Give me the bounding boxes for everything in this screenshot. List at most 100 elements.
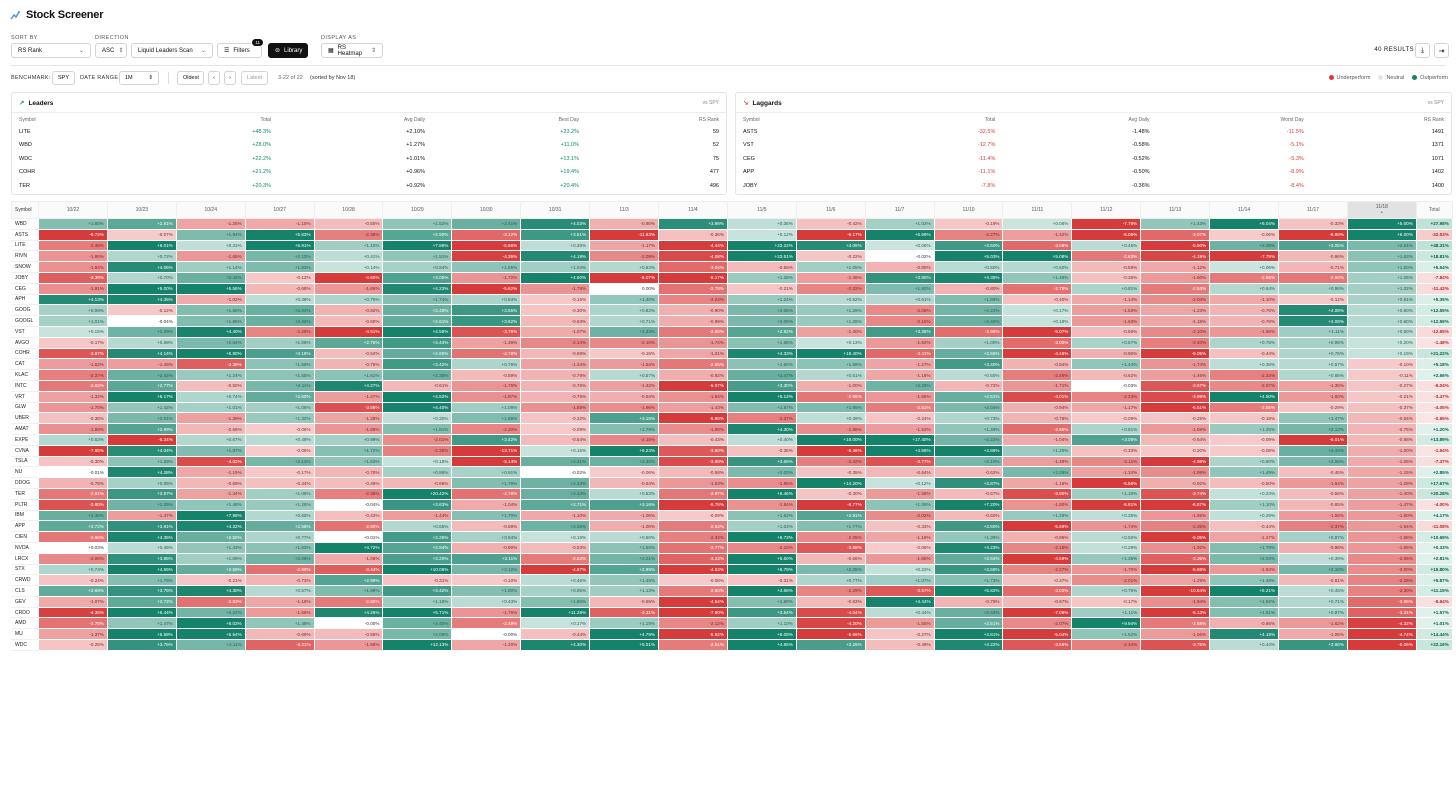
heatmap-cell[interactable]: -2.62% <box>38 379 108 392</box>
heatmap-cell[interactable]: -0.31% <box>382 574 453 587</box>
heatmap-cell[interactable]: +1.47% <box>1278 412 1348 425</box>
heatmap-cell[interactable]: -0.27% <box>1346 379 1417 392</box>
heatmap-cell[interactable]: +5.82% <box>933 585 1004 597</box>
heatmap-cell[interactable]: +4.23% <box>382 282 453 295</box>
heatmap-cell[interactable]: +1.10% <box>1209 498 1280 511</box>
heatmap-cell[interactable]: -0.56% <box>726 261 797 273</box>
heatmap-cell[interactable]: -0.20% <box>1140 444 1211 457</box>
heatmap-cell[interactable]: +1.10% <box>1071 487 1142 500</box>
heatmap-cell[interactable]: -3.57% <box>864 585 935 597</box>
heatmap-cell[interactable]: -0.30% <box>520 304 591 317</box>
heatmap-cell[interactable]: +3.06% <box>1071 433 1142 446</box>
table-row[interactable]: TSLA -0.30% +1.59% -4.02% +2.13% +1.53% +0.16%… <box>11 455 1453 468</box>
heatmap-cell[interactable]: +2.40% <box>933 315 1004 327</box>
heatmap-cell[interactable]: -2.22% <box>795 282 866 295</box>
heatmap-cell[interactable]: -1.04% <box>1002 433 1073 446</box>
heatmap-cell[interactable]: -2.20% <box>451 423 522 435</box>
table-row[interactable]: MU -1.37% +5.58% +5.54% -0.69% -0.56% +2.08% -0… <box>11 628 1453 641</box>
heatmap-cell[interactable]: -0.21% <box>175 574 246 587</box>
heatmap-cell[interactable]: -4.46% <box>1002 347 1073 360</box>
heatmap-cell[interactable]: -2.34% <box>1209 369 1280 381</box>
heatmap-cell[interactable]: +1.06% <box>244 401 315 414</box>
heatmap-cell[interactable]: +1.13% <box>589 585 660 597</box>
heatmap-cell[interactable]: +6.69% <box>864 228 935 241</box>
heatmap-cell[interactable]: +2.51% <box>933 617 1004 630</box>
heatmap-cell[interactable]: +1.02% <box>864 218 935 230</box>
heatmap-cell[interactable]: +2.05% <box>795 563 866 576</box>
symbol-cell[interactable]: JOBY <box>11 271 39 284</box>
heatmap-cell[interactable]: -0.44% <box>244 477 315 489</box>
heatmap-cell[interactable]: +0.91% <box>1346 293 1417 306</box>
table-row[interactable]: WDC -0.25% +3.75% +2.11% -3.21% -1.65% +12.13%… <box>11 639 1453 651</box>
heatmap-cell[interactable]: -3.75% <box>1140 639 1211 651</box>
heatmap-cell[interactable]: +1.78% <box>106 574 177 587</box>
heatmap-cell[interactable]: -1.02% <box>175 293 246 306</box>
heatmap-cell[interactable]: -1.59% <box>1140 423 1211 435</box>
heatmap-cell[interactable]: -1.80% <box>1002 498 1073 511</box>
heatmap-cell[interactable]: -2.60% <box>658 585 728 597</box>
symbol-cell[interactable]: DDOG <box>11 477 39 489</box>
heatmap-cell[interactable]: +0.81% <box>1071 423 1142 435</box>
heatmap-cell[interactable]: +2.42% <box>175 271 246 284</box>
heatmap-cell[interactable]: +18.00% <box>795 433 866 446</box>
heatmap-cell[interactable]: +0.12% <box>864 477 935 489</box>
heatmap-cell[interactable]: +1.89% <box>313 585 384 597</box>
heatmap-cell[interactable]: +1.20% <box>1002 444 1073 457</box>
heatmap-cell[interactable]: -0.30% <box>38 455 108 468</box>
heatmap-cell[interactable]: -1.88% <box>520 401 591 414</box>
heatmap-cell[interactable]: +1.01% <box>175 401 246 414</box>
heatmap-cell[interactable]: +0.17% <box>520 617 591 630</box>
heatmap-cell[interactable]: -3.08% <box>1002 239 1073 252</box>
oldest-button[interactable]: Oldest <box>177 71 204 85</box>
heatmap-cell[interactable]: -1.12% <box>1140 261 1211 273</box>
next-button[interactable]: › <box>224 71 236 85</box>
heatmap-cell[interactable]: +0.03% <box>38 541 108 554</box>
heatmap-cell[interactable]: +2.33% <box>520 477 591 489</box>
heatmap-cell[interactable]: -0.61% <box>1278 574 1348 587</box>
heatmap-cell[interactable]: +5.63% <box>244 228 315 241</box>
heatmap-cell[interactable]: +0.31% <box>175 239 246 252</box>
heatmap-cell[interactable]: -1.18% <box>864 369 935 381</box>
heatmap-cell[interactable]: +2.94% <box>382 541 453 554</box>
heatmap-cell[interactable]: -1.52% <box>864 423 935 435</box>
heatmap-cell[interactable]: -1.27% <box>864 358 935 371</box>
heatmap-cell[interactable]: -2.49% <box>451 617 522 630</box>
heatmap-cell[interactable]: -4.20% <box>795 617 866 630</box>
heatmap-cell[interactable]: -1.76% <box>451 606 522 619</box>
heatmap-cell[interactable]: -0.68% <box>1346 433 1417 446</box>
heatmap-cell[interactable]: -2.25% <box>244 325 315 338</box>
heatmap-cell[interactable]: -4.54% <box>658 595 728 608</box>
table-row[interactable]: JOBY -3.39% +0.70% +2.42% -0.13% -4.60% +3.05%… <box>11 271 1453 284</box>
table-row[interactable]: ASTS -32.5% -1.48% -11.5% 1491 <box>743 125 1444 139</box>
heatmap-cell[interactable]: +2.72% <box>106 595 177 608</box>
heatmap-cell[interactable]: -0.04% <box>106 315 177 327</box>
heatmap-cell[interactable]: -3.58% <box>795 541 866 554</box>
heatmap-cell[interactable]: -1.60% <box>1278 390 1348 403</box>
heatmap-cell[interactable]: -0.27% <box>864 628 935 641</box>
symbol-cell[interactable]: SNOW <box>11 261 39 273</box>
table-row[interactable]: VST -12.7% -0.58% -5.1% 1371 <box>743 139 1444 153</box>
heatmap-cell[interactable]: -0.22% <box>795 250 866 263</box>
heatmap-cell[interactable]: +0.20% <box>1346 336 1417 349</box>
heatmap-cell[interactable]: -0.66% <box>382 477 453 489</box>
heatmap-cell[interactable]: +1.02% <box>1346 282 1417 295</box>
heatmap-cell[interactable]: +0.82% <box>589 304 660 317</box>
heatmap-cell[interactable]: +1.52% <box>1071 628 1142 641</box>
heatmap-cell[interactable]: +0.60% <box>1346 315 1417 327</box>
heatmap-cell[interactable]: -0.59% <box>1071 261 1142 273</box>
heatmap-cell[interactable]: +2.46% <box>38 509 108 522</box>
heatmap-cell[interactable]: -5.66% <box>795 628 866 641</box>
symbol-cell[interactable]: CEG <box>11 282 39 295</box>
heatmap-cell[interactable]: +2.75% <box>313 336 384 349</box>
heatmap-cell[interactable]: -0.17% <box>244 466 315 479</box>
heatmap-cell[interactable]: -2.66% <box>795 390 866 403</box>
heatmap-cell[interactable]: -0.37% <box>1002 574 1073 587</box>
heatmap-cell[interactable]: -1.07% <box>38 595 108 608</box>
heatmap-cell[interactable]: +11.28% <box>520 606 591 619</box>
table-row[interactable]: VST +0.15% +2.29% +4.40% -2.25% -4.51% +4.58% -… <box>11 325 1453 338</box>
symbol-cell[interactable]: CIEN <box>11 531 39 543</box>
heatmap-cell[interactable]: -1.65% <box>864 552 935 565</box>
heatmap-cell[interactable]: +4.86% <box>933 444 1004 457</box>
heatmap-cell[interactable]: -5.07% <box>1002 325 1073 338</box>
heatmap-cell[interactable]: -3.67% <box>1140 379 1211 392</box>
